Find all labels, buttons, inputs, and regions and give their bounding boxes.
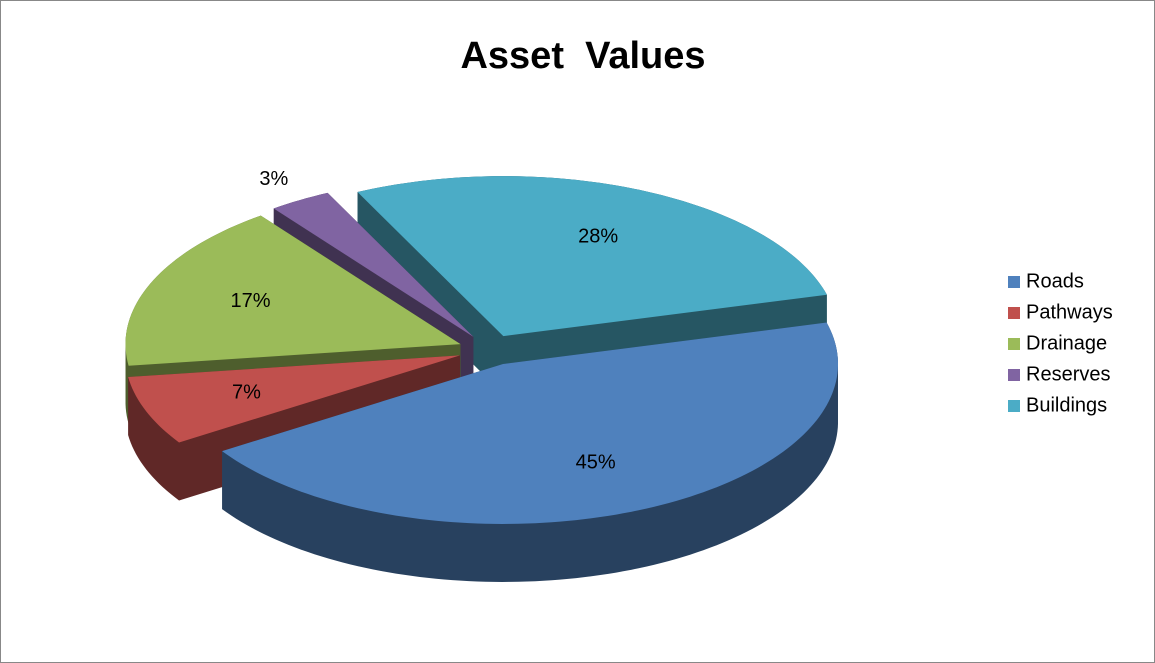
slice: [357, 176, 827, 337]
legend-swatch: [1008, 338, 1020, 350]
legend-swatch: [1008, 276, 1020, 288]
legend-label: Pathways: [1026, 301, 1113, 323]
legend-label: Buildings: [1026, 394, 1107, 416]
slice: [222, 322, 838, 524]
data-label: 45%: [576, 452, 616, 474]
data-label: 3%: [259, 168, 288, 190]
legend-swatch: [1008, 369, 1020, 381]
legend-label: Drainage: [1026, 332, 1107, 354]
legend-swatch: [1008, 400, 1020, 412]
data-label: 28%: [578, 225, 618, 247]
legend-swatch: [1008, 307, 1020, 319]
data-label: 17%: [230, 290, 270, 312]
slice: [273, 192, 474, 337]
legend-label: Roads: [1026, 270, 1084, 292]
legend-label: Reserves: [1026, 363, 1110, 385]
slice: [125, 215, 461, 366]
slice: [128, 355, 461, 443]
chart-title: Asset Values: [460, 35, 705, 77]
data-label: 7%: [232, 382, 261, 404]
